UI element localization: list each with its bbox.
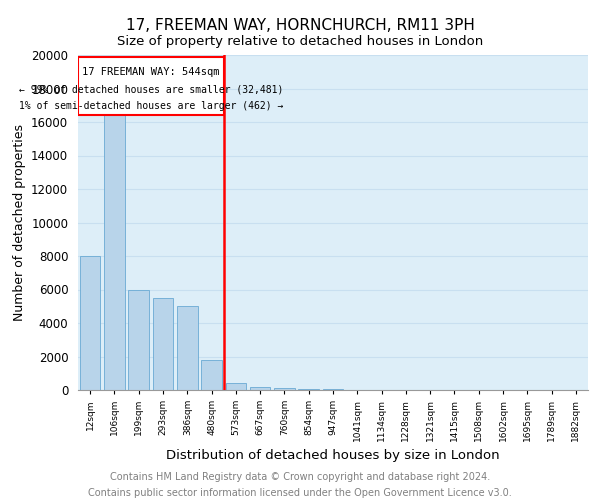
Bar (274, 388, 295, 390)
Bar (128, 290, 149, 390)
Y-axis label: Number of detached properties: Number of detached properties (13, 124, 26, 321)
Text: 17 FREEMAN WAY: 544sqm: 17 FREEMAN WAY: 544sqm (82, 67, 220, 77)
Text: ← 99% of detached houses are smaller (32,481): ← 99% of detached houses are smaller (32… (19, 84, 283, 94)
Bar (201, 360, 222, 390)
Bar (250, 386, 271, 390)
Text: 17, FREEMAN WAY, HORNCHURCH, RM11 3PH: 17, FREEMAN WAY, HORNCHURCH, RM11 3PH (125, 18, 475, 32)
Text: 1% of semi-detached houses are larger (462) →: 1% of semi-detached houses are larger (4… (19, 100, 283, 110)
Text: Contains public sector information licensed under the Open Government Licence v3: Contains public sector information licen… (88, 488, 512, 498)
Text: Contains HM Land Registry data © Crown copyright and database right 2024.: Contains HM Land Registry data © Crown c… (110, 472, 490, 482)
X-axis label: Distribution of detached houses by size in London: Distribution of detached houses by size … (166, 450, 500, 462)
Bar (226, 384, 246, 390)
Bar (80, 256, 100, 390)
Bar (298, 389, 319, 390)
Bar (152, 298, 173, 390)
FancyBboxPatch shape (78, 56, 224, 116)
Bar (177, 306, 197, 390)
Text: Size of property relative to detached houses in London: Size of property relative to detached ho… (117, 35, 483, 48)
Bar (104, 114, 125, 390)
